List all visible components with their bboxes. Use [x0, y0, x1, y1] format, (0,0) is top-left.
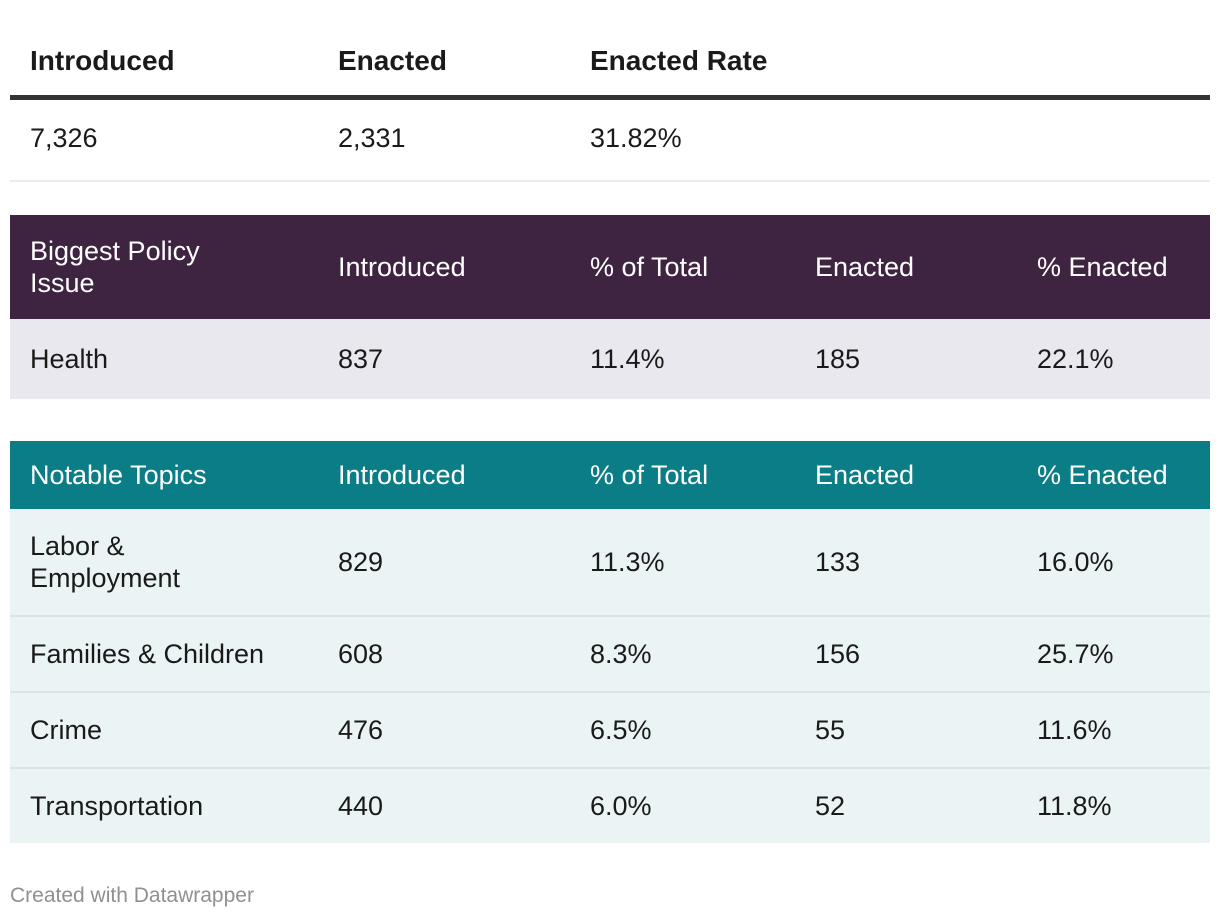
- policy-header-pct-enacted: % Enacted: [1037, 215, 1210, 319]
- summary-header-introduced: Introduced: [10, 45, 338, 100]
- topic-pct-total: 6.5%: [590, 691, 815, 768]
- policy-header-enacted: Enacted: [815, 215, 1037, 319]
- summary-header-enacted-rate: Enacted Rate: [590, 45, 1210, 100]
- policy-pct-total: 11.4%: [590, 319, 815, 399]
- summary-header-row: Introduced Enacted Enacted Rate: [10, 45, 1210, 100]
- summary-header-enacted: Enacted: [338, 45, 590, 100]
- notable-topics-table: Notable Topics Introduced % of Total Ena…: [10, 441, 1210, 843]
- topics-header-enacted: Enacted: [815, 441, 1037, 509]
- policy-header-issue: Biggest Policy Issue: [10, 215, 338, 319]
- policy-introduced: 837: [338, 319, 590, 399]
- topic-pct-total: 6.0%: [590, 767, 815, 843]
- policy-label: Health: [10, 319, 338, 399]
- topic-label: Transportation: [10, 767, 338, 843]
- topics-header-introduced: Introduced: [338, 441, 590, 509]
- topic-pct-enacted: 25.7%: [1037, 615, 1210, 692]
- topic-enacted: 133: [815, 509, 1037, 616]
- summary-enacted-rate-value: 31.82%: [590, 97, 1210, 182]
- topics-header-pct-total: % of Total: [590, 441, 815, 509]
- policy-header-pct-total: % of Total: [590, 215, 815, 319]
- topic-enacted: 55: [815, 691, 1037, 768]
- topic-enacted: 52: [815, 767, 1037, 843]
- chart-container: Introduced Enacted Enacted Rate 7,326 2,…: [0, 45, 1220, 908]
- table-row-labor-employment: Labor & Employment 829 11.3% 133 16.0%: [10, 509, 1210, 616]
- topic-pct-total: 8.3%: [590, 615, 815, 692]
- table-row-health: Health 837 11.4% 185 22.1%: [10, 319, 1210, 399]
- biggest-policy-issue-table: Biggest Policy Issue Introduced % of Tot…: [10, 215, 1210, 399]
- topics-header-row: Notable Topics Introduced % of Total Ena…: [10, 441, 1210, 509]
- summary-table: Introduced Enacted Enacted Rate 7,326 2,…: [10, 45, 1210, 182]
- summary-enacted-value: 2,331: [338, 97, 590, 182]
- topic-label: Crime: [10, 691, 338, 768]
- topic-pct-enacted: 11.6%: [1037, 691, 1210, 768]
- policy-enacted: 185: [815, 319, 1037, 399]
- topic-introduced: 440: [338, 767, 590, 843]
- policy-header-row: Biggest Policy Issue Introduced % of Tot…: [10, 215, 1210, 319]
- topic-pct-total: 11.3%: [590, 509, 815, 616]
- topics-header-pct-enacted: % Enacted: [1037, 441, 1210, 509]
- topics-header-topic: Notable Topics: [10, 441, 338, 509]
- topic-introduced: 476: [338, 691, 590, 768]
- topic-enacted: 156: [815, 615, 1037, 692]
- footer-credit: Created with Datawrapper: [10, 884, 254, 907]
- policy-header-introduced: Introduced: [338, 215, 590, 319]
- summary-introduced-value: 7,326: [10, 97, 338, 182]
- table-row-families-children: Families & Children 608 8.3% 156 25.7%: [10, 615, 1210, 692]
- topic-label: Families & Children: [10, 615, 338, 692]
- table-row-crime: Crime 476 6.5% 55 11.6%: [10, 691, 1210, 768]
- table-row-transportation: Transportation 440 6.0% 52 11.8%: [10, 767, 1210, 843]
- policy-pct-enacted: 22.1%: [1037, 319, 1210, 399]
- topic-pct-enacted: 16.0%: [1037, 509, 1210, 616]
- topic-introduced: 608: [338, 615, 590, 692]
- topic-introduced: 829: [338, 509, 590, 616]
- topic-pct-enacted: 11.8%: [1037, 767, 1210, 843]
- topic-label: Labor & Employment: [10, 509, 338, 616]
- summary-data-row: 7,326 2,331 31.82%: [10, 97, 1210, 182]
